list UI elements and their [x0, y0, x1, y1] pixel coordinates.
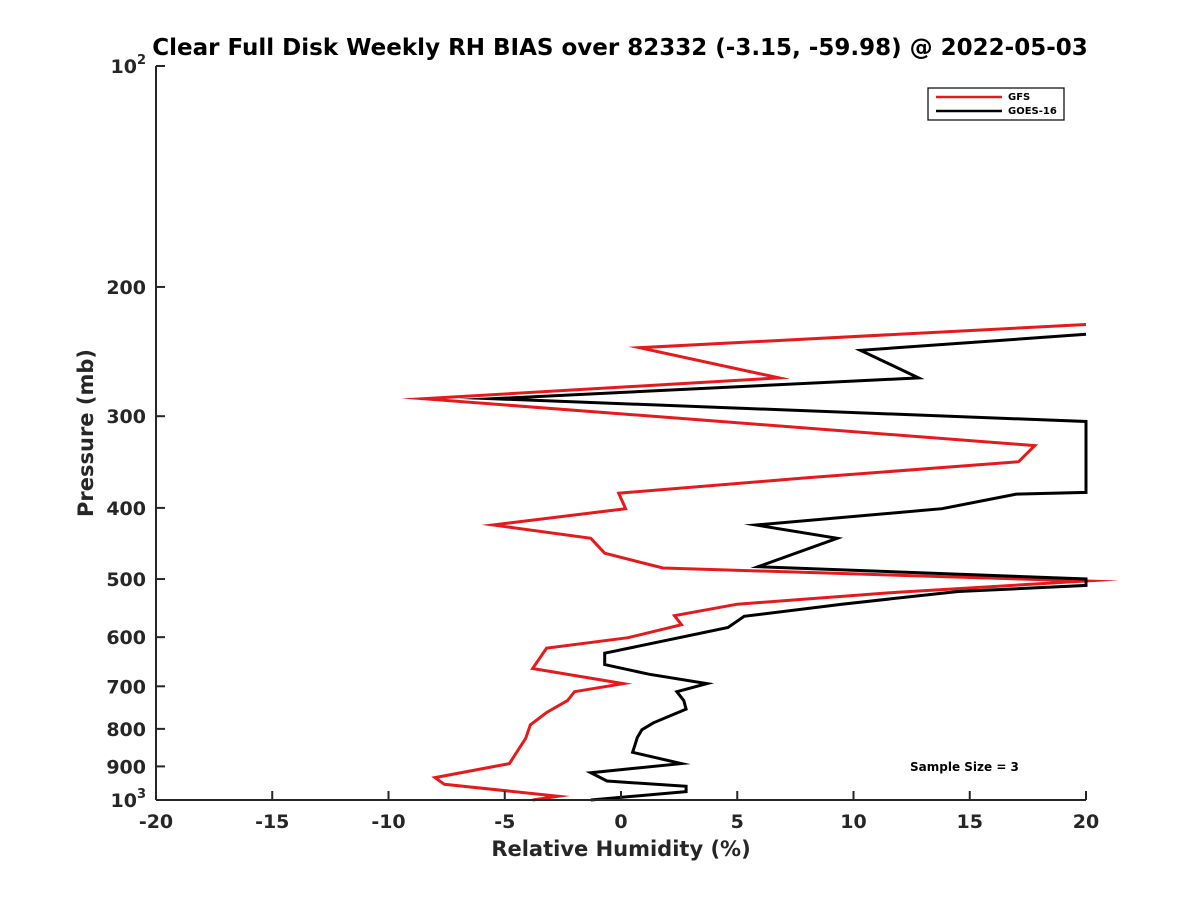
y-tick-label: 200 — [106, 277, 146, 299]
y-axis-label: Pressure (mb) — [74, 349, 98, 517]
chart-title: Clear Full Disk Weekly RH BIAS over 8233… — [152, 35, 1088, 61]
y-tick-label: 400 — [106, 498, 146, 520]
x-tick-label: 0 — [614, 811, 627, 833]
x-tick-label: 10 — [840, 811, 866, 833]
x-tick-label: 20 — [1073, 811, 1099, 833]
legend-label-gfs: GFS — [1008, 92, 1030, 103]
y-tick-label: 700 — [106, 676, 146, 698]
plot-area — [156, 66, 1086, 800]
x-tick-label: -5 — [494, 811, 515, 833]
series-line-goes16 — [458, 332, 1088, 802]
x-tick-label: -15 — [255, 811, 289, 833]
x-tick-label: -10 — [371, 811, 405, 833]
legend: GFS GOES-16 — [927, 87, 1065, 121]
x-axis-label: Relative Humidity (%) — [491, 837, 750, 861]
x-tick-label: 5 — [731, 811, 744, 833]
legend-label-goes16: GOES-16 — [1008, 106, 1057, 117]
y-tick-label: 800 — [106, 719, 146, 741]
legend-box — [927, 87, 1065, 121]
y-tick-label: 600 — [106, 627, 146, 649]
x-tick-label: -20 — [139, 811, 173, 833]
y-tick-label: 300 — [106, 406, 146, 428]
sample-size-note: Sample Size = 3 — [910, 760, 1019, 774]
y-tick-label: 900 — [106, 756, 146, 778]
series-layer — [401, 323, 1120, 802]
y-tick-label: 102 — [111, 53, 147, 78]
y-tick-label: 103 — [111, 787, 147, 812]
x-tick-label: 15 — [957, 811, 983, 833]
axes-layer: -20 -15 -10 -5 0 5 10 15 20 102 200 300 400 500 600 700… — [106, 53, 1099, 833]
series-line-gfs — [401, 323, 1120, 802]
y-tick-label: 500 — [106, 569, 146, 591]
